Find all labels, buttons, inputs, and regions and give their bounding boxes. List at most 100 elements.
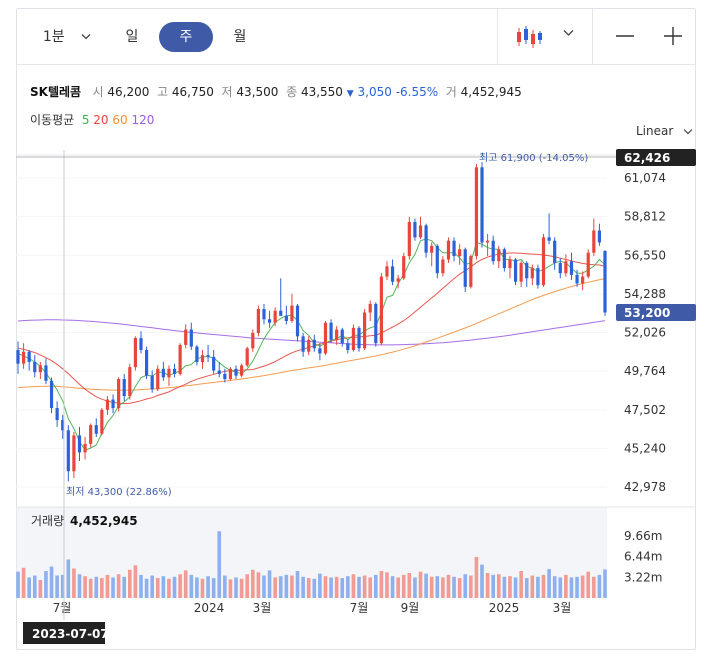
candle-body bbox=[77, 435, 82, 453]
volume-bar bbox=[239, 578, 244, 598]
price-tick-label: 61,074 bbox=[624, 171, 666, 185]
tab-month[interactable]: 월 bbox=[233, 29, 247, 45]
volume-bar bbox=[357, 576, 361, 598]
candle-body bbox=[385, 266, 389, 277]
volume-bar bbox=[116, 574, 121, 598]
candle-body bbox=[413, 221, 417, 238]
ma-20-line bbox=[17, 252, 606, 405]
x-tick-label: 2025 bbox=[489, 601, 520, 615]
candle-body bbox=[83, 443, 87, 453]
price-tick-label: 56,550 bbox=[624, 248, 666, 262]
candle-body bbox=[273, 310, 277, 323]
ma-60-label: 60 bbox=[112, 113, 128, 127]
candle-body bbox=[340, 329, 344, 344]
volume-bar bbox=[178, 574, 182, 598]
volume-bar bbox=[228, 579, 233, 598]
tab-week[interactable]: 주 bbox=[159, 22, 213, 52]
ma-legend-title: 이동평균 bbox=[30, 113, 75, 127]
moving-average-legend: 이동평균 5 20 60 120 bbox=[30, 111, 154, 128]
candle-body bbox=[441, 259, 445, 274]
volume-bar bbox=[21, 567, 26, 598]
volume-bar bbox=[306, 578, 311, 598]
volume-bar bbox=[295, 571, 300, 598]
volume-bar bbox=[94, 576, 99, 598]
period-minute-label: 1분 bbox=[42, 29, 65, 45]
volume-bar bbox=[558, 577, 563, 598]
candle-body bbox=[105, 399, 110, 410]
candle-body bbox=[251, 332, 255, 349]
candle-body bbox=[66, 430, 70, 472]
candle-body bbox=[458, 249, 462, 257]
volume-bar bbox=[262, 575, 266, 598]
chevron-down-icon[interactable] bbox=[563, 29, 574, 37]
volume-bar bbox=[502, 576, 507, 598]
minus-icon[interactable] bbox=[615, 28, 635, 44]
volume-bar bbox=[105, 574, 110, 598]
volume-bar bbox=[513, 577, 518, 598]
stock-name: SK텔레콤 bbox=[30, 85, 82, 99]
price-tick-label: 42,978 bbox=[624, 480, 666, 494]
candle-body bbox=[363, 312, 367, 349]
candle-body bbox=[172, 368, 177, 374]
volume-bar bbox=[44, 571, 48, 598]
volume-bar bbox=[452, 576, 456, 598]
x-tick-label: 7월 bbox=[53, 601, 72, 615]
close-value: 43,550 bbox=[300, 85, 343, 99]
candle-body bbox=[167, 368, 171, 378]
candle-body bbox=[379, 276, 383, 344]
open-label: 시 bbox=[92, 85, 104, 99]
candle-body bbox=[128, 367, 132, 397]
ma-20-label: 20 bbox=[93, 113, 109, 127]
candle-body bbox=[480, 167, 484, 243]
candle-body bbox=[592, 230, 596, 253]
volume-bar bbox=[340, 578, 345, 598]
volume-bar bbox=[396, 577, 400, 598]
candlestick-icon[interactable] bbox=[514, 24, 544, 50]
candle-body bbox=[267, 319, 272, 323]
x-tick-label: 2024 bbox=[194, 601, 225, 615]
volume-label: 거 bbox=[445, 85, 457, 99]
candle-body bbox=[346, 343, 350, 351]
candle-body bbox=[156, 368, 160, 390]
volume-bar bbox=[245, 574, 250, 598]
candle-body bbox=[569, 261, 574, 275]
volume-bar bbox=[32, 575, 37, 598]
candle-body bbox=[469, 256, 473, 287]
candle-body bbox=[212, 356, 216, 371]
candle-body bbox=[541, 237, 546, 286]
volume-bar bbox=[223, 575, 227, 598]
volume-bar bbox=[424, 573, 428, 598]
candle-body bbox=[55, 408, 59, 421]
plus-icon[interactable] bbox=[663, 26, 683, 46]
change-percent: -6.55% bbox=[395, 85, 439, 99]
toolbar-divider bbox=[497, 9, 498, 64]
scale-dropdown[interactable]: Linear bbox=[636, 124, 693, 138]
volume-bar bbox=[144, 578, 149, 598]
candle-body bbox=[284, 315, 288, 321]
volume-bar bbox=[469, 575, 473, 598]
volume-bar bbox=[88, 578, 93, 598]
high-label: 고 bbox=[157, 85, 169, 99]
volume-bar bbox=[536, 576, 540, 598]
volume-bar bbox=[301, 576, 305, 598]
candle-body bbox=[312, 339, 316, 349]
candle-body bbox=[21, 351, 26, 364]
down-arrow-icon: ▼ bbox=[346, 89, 354, 99]
volume-bar bbox=[401, 574, 406, 598]
volume-bar bbox=[122, 576, 127, 598]
price-tick-label: 58,812 bbox=[624, 210, 666, 224]
candle-body bbox=[223, 373, 227, 380]
tab-day[interactable]: 일 bbox=[125, 29, 139, 45]
volume-bar bbox=[83, 576, 87, 598]
candle-body bbox=[133, 338, 137, 368]
period-minute-dropdown[interactable]: 1분 bbox=[36, 22, 98, 52]
volume-bar bbox=[379, 571, 384, 598]
candle-body bbox=[418, 225, 423, 238]
candle-body bbox=[49, 380, 54, 409]
volume-bar bbox=[49, 566, 54, 598]
volume-bar bbox=[373, 574, 378, 598]
volume-tick-label: 9.66m bbox=[624, 529, 662, 543]
volume-bar bbox=[334, 576, 339, 598]
candle-body bbox=[245, 348, 249, 366]
